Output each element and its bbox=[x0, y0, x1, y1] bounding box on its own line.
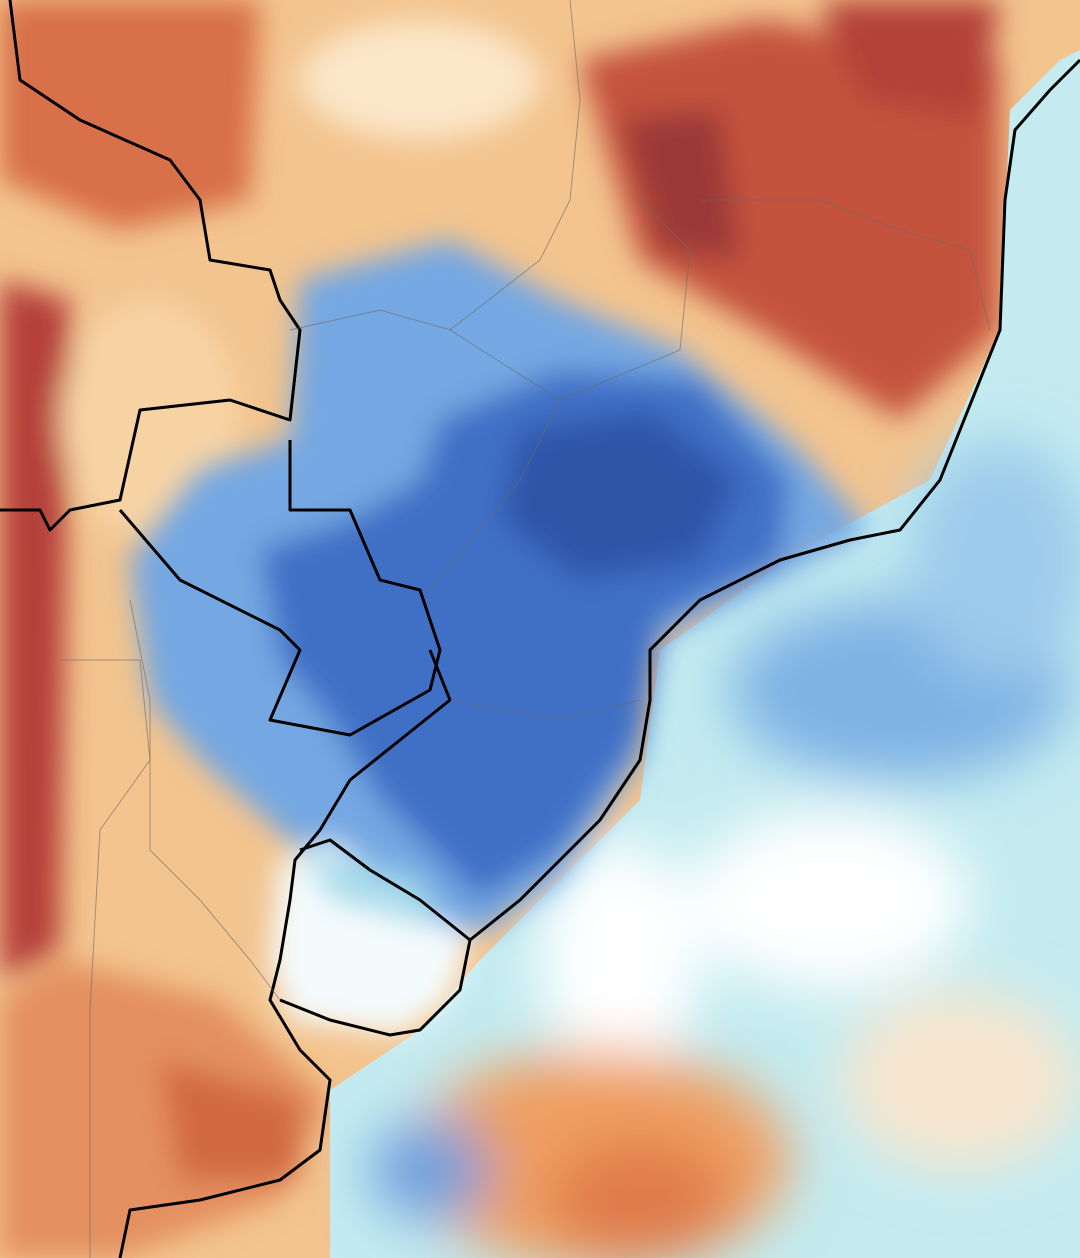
ocean-anomalies bbox=[370, 440, 1080, 1258]
cold-anomalies bbox=[130, 240, 870, 1035]
warm-anomalies bbox=[0, 0, 1000, 1258]
